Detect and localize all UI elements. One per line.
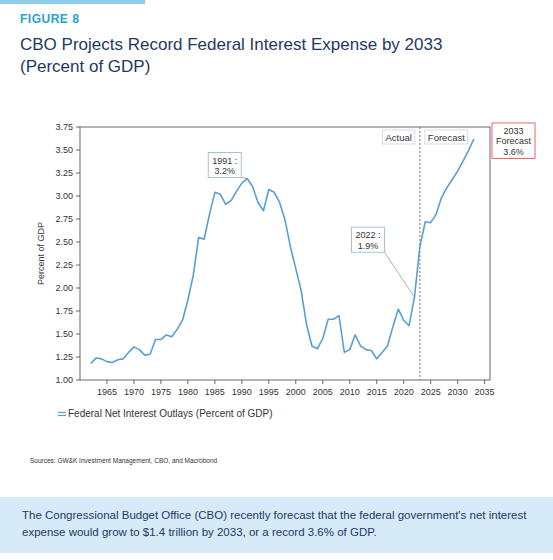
y-axis-label: Percent of GDP [36, 222, 46, 285]
x-tick-label: 1990 [232, 387, 252, 397]
series-line [91, 139, 474, 363]
region-label-box [382, 130, 414, 144]
y-tick [76, 219, 80, 220]
legend-label: Federal Net Interest Outlays (Percent of… [68, 408, 273, 419]
annotation: 2022 :1.9% [351, 227, 414, 297]
annotation-box [351, 227, 384, 252]
x-tick [349, 380, 350, 384]
region-label-text: Actual [385, 132, 411, 143]
y-tick [76, 127, 80, 128]
x-tick-label: 1985 [205, 387, 225, 397]
annotation-text: Forecast [496, 136, 532, 146]
x-tick-label: 1965 [97, 387, 117, 397]
x-tick [241, 380, 242, 384]
y-tick-label: 1.75 [55, 306, 73, 316]
plot-frame [80, 127, 490, 380]
x-tick-label: 2035 [475, 387, 495, 397]
y-tick [76, 242, 80, 243]
annotation-text: 2022 : [355, 230, 380, 240]
y-tick-label: 1.00 [55, 375, 73, 385]
x-tick-label: 2015 [367, 387, 387, 397]
x-tick [322, 380, 323, 384]
region-label: Actual [382, 130, 414, 144]
source-note: Sources: GW&K Investment Management, CBO… [30, 457, 218, 465]
y-tick [76, 334, 80, 335]
y-tick-label: 3.75 [55, 122, 73, 132]
y-tick [76, 288, 80, 289]
annotation-box [208, 153, 241, 178]
x-tick [484, 380, 485, 384]
annotation-text: 1991 : [212, 156, 237, 166]
x-tick [457, 380, 458, 384]
data-group [91, 139, 474, 363]
region-label-text: Forecast [428, 132, 465, 143]
y-tick [76, 311, 80, 312]
x-tick-label: 2005 [313, 387, 333, 397]
x-tick [160, 380, 161, 384]
x-tick-label: 1975 [151, 387, 171, 397]
x-tick-label: 2025 [421, 387, 441, 397]
y-tick-label: 3.25 [55, 168, 73, 178]
x-tick [214, 380, 215, 384]
x-tick [106, 380, 107, 384]
annotation-text: 1.9% [358, 241, 379, 251]
title-line: CBO Projects Record Federal Interest Exp… [20, 35, 442, 55]
title-line: (Percent of GDP) [20, 57, 150, 77]
annotation-text: 3.6% [503, 147, 524, 157]
region-label: Forecast [425, 130, 468, 144]
y-tick [76, 173, 80, 174]
annotation-text: 2033 [503, 126, 523, 136]
x-tick-label: 1980 [178, 387, 198, 397]
y-tick [76, 196, 80, 197]
figure-label: FIGURE 8 [20, 12, 79, 26]
x-tick [295, 380, 296, 384]
annotation-leader [384, 252, 414, 297]
x-tick [187, 380, 188, 384]
legend-swatch [58, 415, 66, 416]
y-tick-label: 3.00 [55, 191, 73, 201]
annotation: 1991 :3.2% [208, 153, 247, 179]
accent-bar [0, 0, 145, 4]
caption: The Congressional Budget Office (CBO) re… [0, 497, 553, 553]
y-tick [76, 380, 80, 381]
x-tick [403, 380, 404, 384]
x-tick [430, 380, 431, 384]
annotation-leader [241, 178, 247, 179]
y-tick-label: 1.25 [55, 352, 73, 362]
legend-swatch [58, 412, 66, 413]
y-tick-label: 2.25 [55, 260, 73, 270]
x-tick [376, 380, 377, 384]
y-tick [76, 265, 80, 266]
x-tick [268, 380, 269, 384]
x-tick-label: 2000 [286, 387, 306, 397]
y-tick-label: 2.00 [55, 283, 73, 293]
y-tick [76, 357, 80, 358]
x-tick-label: 2020 [394, 387, 414, 397]
annotation-box [492, 123, 535, 158]
x-tick-label: 2010 [340, 387, 360, 397]
x-tick [133, 380, 134, 384]
y-tick-label: 2.50 [55, 237, 73, 247]
annotation-text: 3.2% [214, 166, 235, 176]
y-tick-label: 1.50 [55, 329, 73, 339]
x-tick-label: 1995 [259, 387, 279, 397]
x-tick-label: 2030 [448, 387, 468, 397]
y-tick-label: 2.75 [55, 214, 73, 224]
y-tick [76, 150, 80, 151]
annotation: 2033Forecast3.6% [492, 123, 535, 158]
y-tick-label: 3.50 [55, 145, 73, 155]
chart-svg: 1.00 1.25 1.50 1.75 2.00 2.25 2.50 2.75 3.00 3.25… [0, 0, 553, 560]
region-label-box [425, 130, 468, 144]
x-tick-label: 1970 [124, 387, 144, 397]
